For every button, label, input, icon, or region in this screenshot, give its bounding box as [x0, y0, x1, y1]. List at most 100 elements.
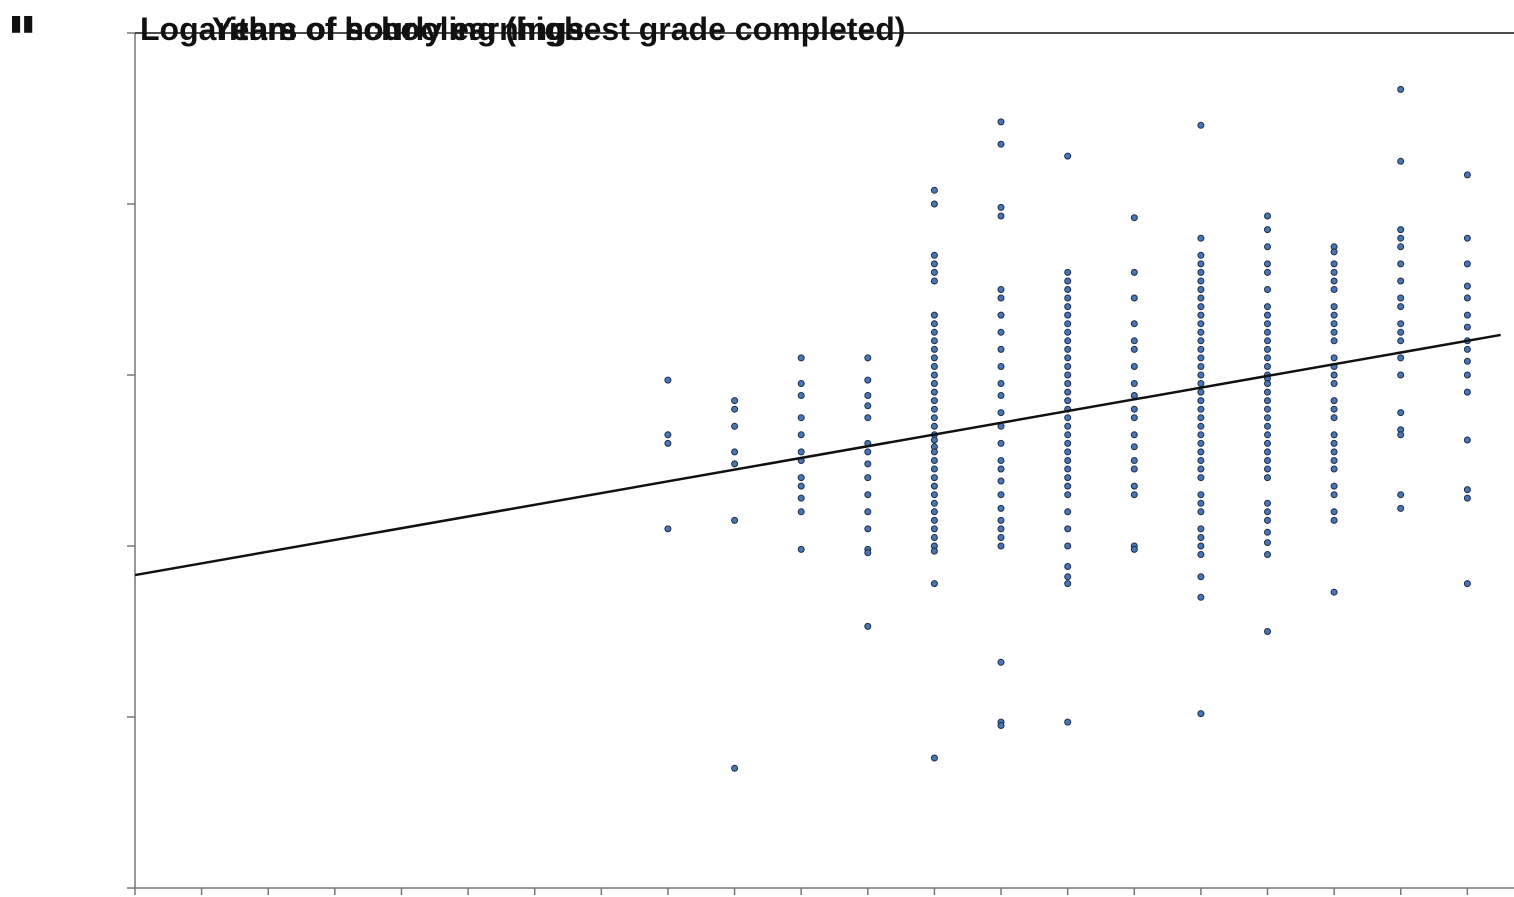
data-point: [997, 491, 1005, 499]
data-point: [930, 186, 938, 194]
data-point: [1463, 260, 1471, 268]
data-point: [997, 294, 1005, 302]
data-point: [1197, 491, 1205, 499]
data-point: [1264, 260, 1271, 268]
data-point: [997, 465, 1005, 473]
data-point: [1130, 320, 1138, 328]
data-point: [1064, 448, 1072, 456]
data-point: [1197, 251, 1205, 259]
data-point: [1397, 85, 1405, 93]
data-point: [1463, 494, 1471, 502]
data-point: [1064, 363, 1072, 370]
data-point: [1397, 226, 1405, 234]
data-point: [1463, 357, 1471, 365]
data-point: [1064, 337, 1072, 345]
data-point: [1330, 337, 1338, 345]
data-point: [1130, 294, 1138, 302]
data-point: [1264, 448, 1271, 456]
data-point: [1197, 508, 1205, 516]
data-point: [930, 422, 938, 430]
data-point: [997, 140, 1005, 148]
data-point: [864, 354, 872, 362]
data-point: [1264, 528, 1271, 536]
data-point: [1264, 303, 1271, 311]
data-point: [930, 580, 938, 588]
data-point: [1330, 260, 1338, 268]
data-point: [1064, 277, 1072, 285]
data-point: [930, 251, 938, 259]
data-point: [930, 508, 938, 516]
data-point: [797, 508, 805, 516]
data-point: [1064, 320, 1072, 328]
data-point: [930, 397, 938, 405]
data-point: [930, 311, 938, 319]
data-point: [997, 504, 1005, 512]
data-point: [1197, 268, 1205, 276]
data-point: [797, 354, 805, 362]
data-point: [1264, 363, 1271, 370]
data-point: [1197, 121, 1205, 129]
data-point: [930, 474, 938, 482]
data-point: [1330, 431, 1338, 439]
data-point: [1264, 320, 1271, 328]
data-point: [1064, 580, 1072, 588]
data-point: [1463, 486, 1471, 494]
data-point: [1330, 491, 1338, 499]
data-point: [1197, 303, 1205, 311]
data-point: [930, 260, 938, 268]
data-point: [1064, 328, 1072, 336]
data-point: [1397, 371, 1405, 379]
data-point: [1264, 465, 1271, 473]
data-point: [1064, 482, 1072, 490]
data-point: [1463, 323, 1471, 331]
data-point: [1264, 414, 1271, 422]
data-point: [1397, 157, 1405, 165]
data-point: [1463, 294, 1471, 302]
data-point: [864, 392, 872, 399]
data-point: [864, 448, 872, 456]
data-point: [1197, 439, 1205, 447]
data-point: [1197, 457, 1205, 464]
data-point: [1197, 260, 1205, 268]
data-point: [1064, 465, 1072, 473]
data-point: [1397, 409, 1405, 417]
data-point: [1264, 328, 1271, 336]
data-point: [1197, 593, 1205, 601]
data-point: [1064, 457, 1072, 464]
data-point: [1330, 588, 1338, 596]
data-point: [864, 414, 872, 422]
y-ticks: [127, 32, 135, 889]
data-point: [1064, 525, 1072, 533]
data-point: [1064, 422, 1072, 430]
data-point: [997, 722, 1005, 729]
data-point: [864, 549, 872, 557]
data-point: [1197, 431, 1205, 439]
data-point: [1463, 580, 1471, 588]
data-point: [1330, 508, 1338, 516]
data-point: [930, 388, 938, 396]
data-point: [930, 547, 938, 555]
data-point: [1463, 282, 1471, 290]
data-point: [1330, 397, 1338, 405]
data-point: [1330, 405, 1338, 413]
data-point: [1197, 422, 1205, 430]
data-point: [731, 516, 739, 524]
data-point: [1397, 260, 1405, 268]
data-point: [1330, 448, 1338, 456]
data-point: [1330, 482, 1338, 490]
data-point: [1130, 457, 1138, 464]
chart-title-secondary: Years of schooling (highest grade comple…: [212, 11, 905, 47]
data-point: [930, 277, 938, 285]
data-point: [1397, 431, 1405, 439]
data-point: [1264, 311, 1271, 319]
data-point: [1264, 388, 1271, 396]
data-point: [1397, 504, 1405, 512]
data-point: [1130, 491, 1138, 499]
data-point: [1064, 303, 1072, 311]
data-point: [997, 542, 1005, 550]
data-point: [1197, 234, 1205, 242]
corner-mark: ▮▮: [10, 11, 34, 36]
data-point: [797, 448, 805, 456]
data-point: [1330, 465, 1338, 473]
data-point: [997, 118, 1005, 126]
